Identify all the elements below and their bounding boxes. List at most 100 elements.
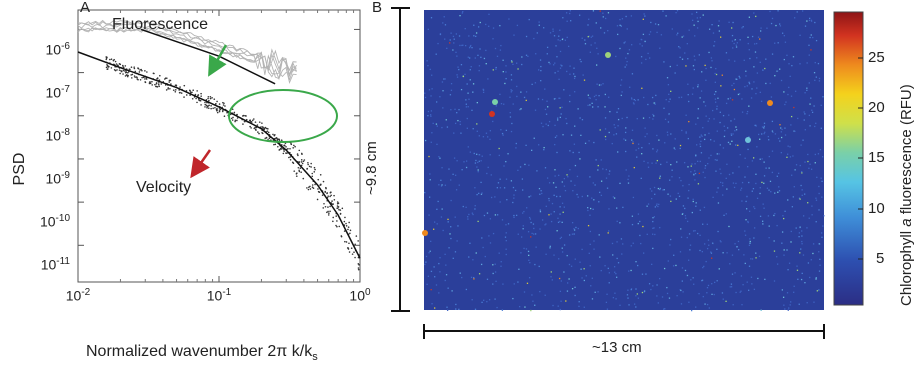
speckle-dot [735, 78, 737, 80]
speckle-dot [500, 261, 502, 263]
speckle-dot [570, 265, 573, 267]
speckle-dot [436, 101, 438, 103]
speckle-dot [812, 252, 814, 255]
speckle-dot [793, 17, 796, 19]
speckle-dot [729, 143, 731, 145]
speckle-dot [695, 202, 697, 204]
speckle-dot [583, 79, 586, 81]
x-axis-title: Normalized wavenumber 2π k/ks [86, 343, 318, 364]
speckle-dot [600, 194, 603, 197]
speckle-dot [617, 108, 620, 110]
velocity-point [321, 194, 324, 196]
speckle-dot [485, 63, 487, 65]
speckle-dot [696, 11, 698, 14]
speckle-dot [467, 216, 469, 218]
velocity-point [287, 147, 289, 150]
speckle-dot [441, 81, 444, 83]
speckle-dot [726, 188, 728, 190]
velocity-point [357, 267, 360, 269]
speckle-dot [789, 304, 791, 306]
speckle-dot [814, 79, 816, 81]
speckle-dot [763, 161, 765, 163]
speckle-dot [462, 11, 464, 13]
speckle-dot [525, 91, 528, 93]
x-tick-label: 10-1 [206, 287, 232, 304]
speckle-dot [716, 108, 718, 110]
speckle-dot [519, 166, 522, 168]
speckle-dot [781, 32, 784, 34]
speckle-dot [615, 272, 617, 275]
speckle-dot [818, 185, 820, 188]
panel-b-letter: B [372, 0, 383, 16]
speckle-dot [783, 91, 785, 93]
speckle-dot [437, 200, 439, 203]
speckle-dot [566, 290, 569, 292]
speckle-dot [716, 130, 718, 132]
velocity-point [205, 104, 208, 107]
speckle-dot [620, 84, 622, 86]
velocity-point [130, 74, 132, 76]
speckle-dot [671, 169, 673, 171]
velocity-point [122, 66, 125, 69]
speckle-dot [722, 184, 724, 187]
speckle-dot [741, 98, 743, 100]
speckle-dot [746, 112, 748, 115]
speckle-dot [670, 163, 672, 166]
speckle-dot [735, 46, 738, 48]
speckle-dot [739, 291, 741, 293]
speckle-dot [815, 221, 817, 223]
speckle-dot [749, 242, 751, 244]
speckle-dot [467, 56, 469, 58]
speckle-dot [640, 177, 642, 180]
speckle-dot [548, 199, 550, 202]
speckle-dot [733, 186, 736, 189]
speckle-dot [747, 166, 749, 168]
speckle-dot [424, 263, 426, 266]
speckle-dot [602, 168, 604, 170]
speckle-dot [817, 153, 820, 155]
speckle-dot [681, 213, 684, 215]
speckle-dot [592, 182, 594, 184]
y-tick-label: 10-10 [39, 213, 70, 230]
speckle-dot [589, 207, 592, 210]
speckle-dot [780, 136, 783, 139]
speckle-dot [446, 306, 448, 308]
speckle-dot [702, 171, 704, 173]
speckle-dot [644, 15, 646, 17]
speckle-dot [734, 243, 736, 245]
speckle-dot [734, 130, 736, 132]
speckle-dot [738, 166, 740, 168]
speckle-dot [779, 140, 781, 142]
velocity-point [303, 159, 306, 161]
speckle-dot [505, 71, 507, 73]
speckle-dot [631, 44, 633, 46]
speckle-dot [430, 289, 432, 291]
speckle-dot [589, 214, 591, 216]
speckle-dot [726, 252, 728, 254]
speckle-dot [567, 176, 569, 178]
speckle-dot [642, 18, 644, 20]
speckle-dot [476, 123, 478, 125]
speckle-dot [693, 24, 695, 26]
speckle-dot [759, 192, 761, 195]
speckle-dot [513, 197, 515, 199]
velocity-point [346, 247, 349, 249]
speckle-dot [711, 109, 714, 112]
speckle-dot [796, 265, 798, 267]
speckle-dot [696, 144, 698, 146]
speckle-dot [749, 57, 751, 60]
speckle-dot [526, 282, 529, 284]
speckle-dot [707, 162, 709, 165]
speckle-dot [597, 53, 599, 55]
velocity-point [344, 216, 346, 219]
speckle-dot [607, 232, 609, 234]
speckle-dot [732, 172, 734, 174]
speckle-dot [474, 205, 476, 207]
speckle-dot [604, 135, 607, 138]
speckle-dot [651, 96, 654, 99]
speckle-dot [550, 220, 553, 223]
speckle-dot [811, 111, 814, 114]
speckle-dot [811, 205, 813, 207]
speckle-dot [561, 221, 563, 223]
speckle-dot [787, 199, 789, 201]
